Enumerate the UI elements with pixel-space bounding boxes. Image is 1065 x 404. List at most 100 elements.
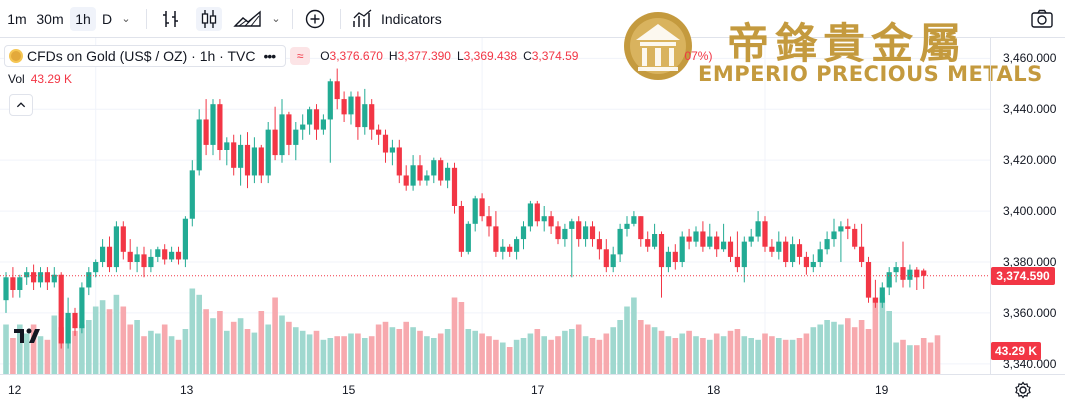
candle-body [852,228,858,247]
candle-body [541,216,547,222]
settings-gear-icon[interactable] [1014,381,1032,399]
candle-body [217,104,223,150]
intervals-chevron-down-icon[interactable]: ⌄ [121,13,131,25]
candle-body [458,206,464,252]
volume-bar [589,338,596,374]
compare-add-icon[interactable] [302,7,328,31]
chart-type-chevron-down-icon[interactable]: ⌄ [271,13,281,25]
emperio-watermark-logo: 帝鋒貴金屬 EMPERIO PRECIOUS METALS [622,10,1042,90]
candle-body [500,246,506,252]
candle-body [410,165,416,186]
volume-bar [707,339,713,374]
volume-bar [555,336,561,374]
candle-body [769,246,775,252]
candle-body [872,297,878,303]
candle-body [583,226,589,240]
candle-body [120,226,126,252]
area-chart-type-icon[interactable] [232,7,264,31]
candle-body [755,221,761,237]
interval-1m-button[interactable]: 1m [7,11,27,27]
candle-body [707,236,713,247]
volume-bar [513,339,520,374]
volume-bar [30,324,37,374]
candle-body [189,170,195,219]
volume-bar [51,315,58,374]
volume-bar [403,321,409,374]
candle-body [451,167,458,206]
candles-chart-type-icon[interactable] [196,7,222,31]
candle-body [693,231,699,242]
candle-body [762,221,768,247]
interval-1h-button[interactable]: 1h [70,7,96,31]
open-label: O [320,49,330,63]
volume-bar [506,347,513,374]
volume-bar [500,342,506,374]
candle-body [300,124,306,130]
volume-bar [58,327,64,374]
price-candles [3,68,927,349]
candle-body [231,142,237,168]
high-value: 3,377.390 [397,49,451,63]
candle-body [65,312,71,344]
candle-body [548,216,554,227]
candle-body [141,254,147,268]
candle-body [748,236,754,242]
candle-body [838,226,844,232]
volume-bar [265,324,271,374]
interval-d-button[interactable]: D [101,11,113,27]
candle-body [534,203,540,222]
volume-bar [327,338,334,374]
candle-body [672,251,678,262]
candle-body [251,147,257,176]
open-value: 3,376.670 [329,49,383,63]
volume-bar [189,288,196,374]
interval-30m-button[interactable]: 30m [36,11,64,27]
candle-body [686,236,692,242]
candle-body [741,241,747,268]
symbol-selector[interactable]: CFDs on Gold (US$ / OZ) · 1h · TVC ••• [4,45,287,67]
candle-body [790,244,796,262]
indicators-icon[interactable] [350,7,376,31]
volume-bar [658,330,665,374]
candle-body [341,99,347,115]
time-tick-label: 19 [875,383,889,397]
candle-body [721,241,727,250]
candle-body [58,274,64,344]
volume-bar [520,338,527,374]
candle-body [831,231,837,240]
emperio-emblem-icon [624,12,692,80]
candle-body [417,165,423,181]
volume-bar [134,320,140,374]
volume-bar [458,302,465,374]
volume-bar [417,330,423,374]
volume-bar [575,324,582,374]
candle-body [169,251,175,260]
high-label: H [388,49,398,63]
news-flag-icon[interactable]: ≈ [290,47,311,65]
candle-body [72,312,78,329]
indicators-button[interactable]: Indicators [381,11,442,27]
bar-chart-type-icon[interactable] [158,7,184,31]
candle-body [51,274,57,283]
volume-bar [320,339,327,374]
camera-snapshot-icon[interactable] [1029,7,1055,31]
volume-bar [306,334,313,374]
candle-body [3,277,9,301]
more-options-icon[interactable]: ••• [263,48,276,64]
candle-body [555,226,561,240]
time-axis[interactable]: 12 13 15 17 18 19 [0,374,1065,404]
candle-body [155,249,161,257]
candle-body [106,246,113,268]
volume-bar [196,294,202,374]
price-axis[interactable]: 3,460.000 3,440.000 3,420.000 3,400.000 3,38… [990,38,1065,374]
volume-bar [44,339,51,374]
volume-bar [141,336,147,374]
candle-body [244,144,251,176]
volume-bar [741,336,748,374]
candle-body [203,119,209,145]
watermark-english-text: EMPERIO PRECIOUS METALS [698,62,1043,86]
volume-bar [631,297,637,374]
candle-body [810,262,816,268]
collapse-legend-button[interactable] [9,94,33,116]
time-tick-label: 15 [342,383,356,397]
